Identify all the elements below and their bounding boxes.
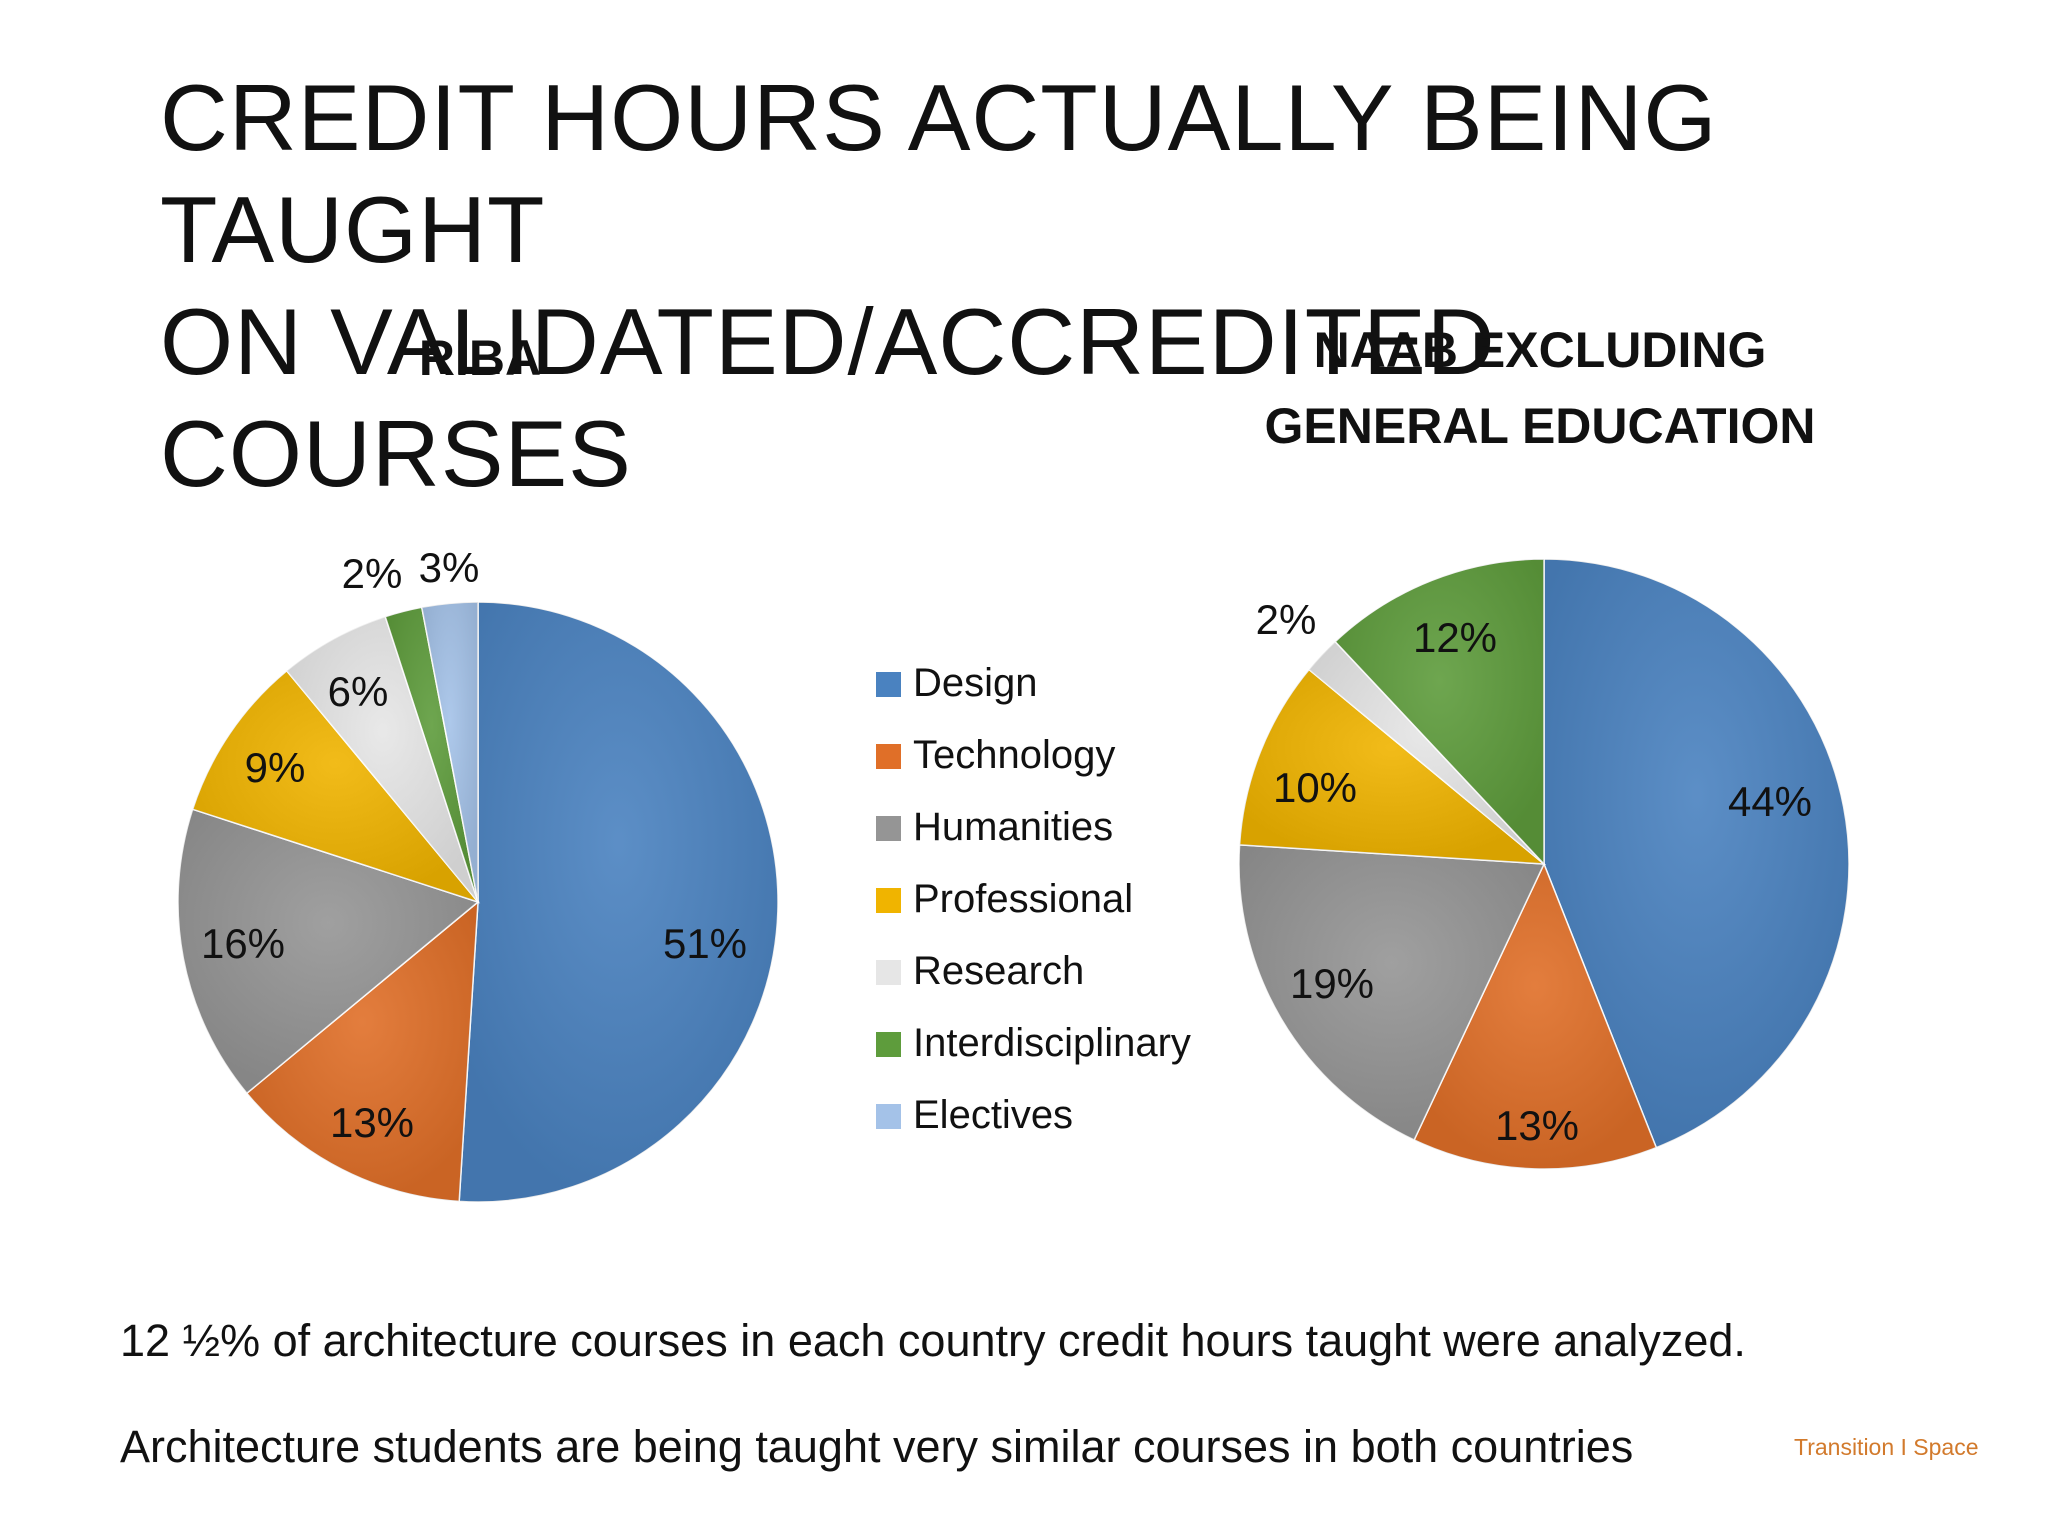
brand-footer: Transition I Space — [1794, 1434, 1979, 1460]
legend-label-professional: Professional — [913, 877, 1133, 921]
naab-chart-title: NAAB EXCLUDING GENERAL EDUCATION — [1180, 312, 1900, 464]
legend-swatch-electives — [876, 1104, 901, 1129]
riba-pie: 51% 13% 16% 9% 6% 2% 3% — [177, 544, 779, 1203]
naab-chart-title-line2: GENERAL EDUCATION — [1264, 398, 1816, 454]
riba-label-technology: 13% — [330, 1099, 414, 1146]
legend-label-research: Research — [913, 949, 1084, 993]
legend-swatch-interdisciplinary — [876, 1032, 901, 1057]
riba-label-electives: 3% — [419, 544, 480, 591]
legend-swatch-technology — [876, 744, 901, 769]
legend-swatch-professional — [876, 888, 901, 913]
riba-label-interdisciplinary: 2% — [342, 550, 403, 597]
caption-conclusion: Architecture students are being taught v… — [120, 1421, 1634, 1472]
riba-slice-design — [458, 601, 779, 1203]
naab-label-humanities: 19% — [1290, 960, 1374, 1007]
naab-label-design: 44% — [1728, 778, 1812, 825]
legend-swatch-research — [876, 960, 901, 985]
slide-title-line2: ON VALIDATED/ACCREDITED COURSES — [160, 289, 1496, 506]
slide-title-line1: CREDIT HOURS ACTUALLY BEING TAUGHT — [160, 65, 1718, 282]
legend-swatch-design — [876, 672, 901, 697]
legend-label-humanities: Humanities — [913, 805, 1113, 849]
naab-label-interdisciplinary: 12% — [1413, 614, 1497, 661]
riba-chart-title: RIBA — [418, 330, 542, 386]
riba-label-design: 51% — [663, 920, 747, 967]
riba-label-professional: 9% — [245, 744, 306, 791]
slide-title: CREDIT HOURS ACTUALLY BEING TAUGHT ON VA… — [160, 62, 1960, 510]
naab-label-technology: 13% — [1495, 1102, 1579, 1149]
legend-label-design: Design — [913, 661, 1038, 705]
naab-label-research: 2% — [1256, 596, 1317, 643]
legend-label-electives: Electives — [913, 1093, 1073, 1137]
legend-label-technology: Technology — [913, 733, 1115, 777]
naab-label-professional: 10% — [1273, 764, 1357, 811]
caption-analysis: 12 ½% of architecture courses in each co… — [120, 1315, 1746, 1366]
riba-label-research: 6% — [328, 668, 389, 715]
legend: Design Technology Humanities Professional Re… — [876, 661, 1191, 1137]
naab-chart-title-line1: NAAB EXCLUDING — [1313, 322, 1767, 378]
naab-pie: 44% 13% 19% 10% 2% 12% — [1238, 558, 1850, 1170]
legend-swatch-humanities — [876, 816, 901, 841]
legend-label-interdisciplinary: Interdisciplinary — [913, 1021, 1191, 1065]
riba-label-humanities: 16% — [201, 920, 285, 967]
